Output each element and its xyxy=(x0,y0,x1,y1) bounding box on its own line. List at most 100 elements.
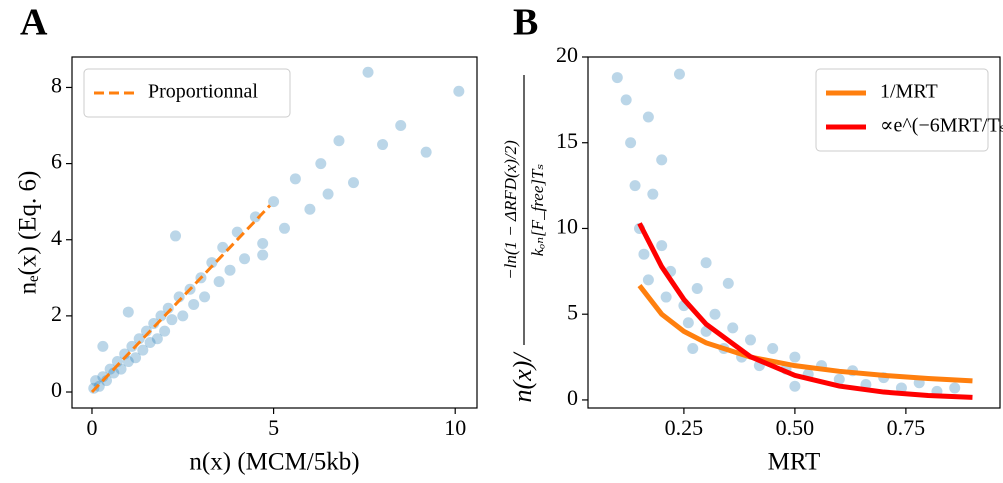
scatter-point xyxy=(278,222,290,234)
x-tick-label: 10 xyxy=(444,415,466,440)
scatter-point xyxy=(687,342,699,354)
scatter-point xyxy=(188,298,200,310)
line-series xyxy=(90,204,272,394)
y-tick-label: 6 xyxy=(51,149,62,174)
scatter-point xyxy=(315,158,327,170)
scatter-point xyxy=(362,66,374,78)
line-series xyxy=(637,222,973,400)
scatter-point xyxy=(722,277,734,289)
y-tick-label: 0 xyxy=(567,385,578,410)
scatter-point xyxy=(133,333,145,345)
scatter-point xyxy=(224,264,236,276)
scatter-point xyxy=(217,241,229,253)
scatter-point xyxy=(682,317,694,329)
scatter-point xyxy=(249,211,261,223)
scatter-point xyxy=(629,180,641,192)
scatter-point xyxy=(159,325,171,337)
x-axis-label: MRT xyxy=(768,449,821,476)
scatter-point xyxy=(289,173,301,185)
scatter-point xyxy=(90,375,102,387)
scatter-point xyxy=(333,135,345,147)
scatter-point xyxy=(97,340,109,352)
y-tick-label: 15 xyxy=(556,128,578,153)
legend-box xyxy=(83,68,291,118)
scatter-point xyxy=(789,351,801,363)
scatter-point xyxy=(104,363,116,375)
x-tick-label: 0.50 xyxy=(776,415,815,440)
scatter-point xyxy=(268,196,280,208)
y-tick-label: 0 xyxy=(51,377,62,402)
scatter-point xyxy=(155,310,167,322)
y-tick-label: 10 xyxy=(556,214,578,239)
scatter-point xyxy=(895,382,907,394)
scatter-point xyxy=(420,146,432,158)
scatter-point xyxy=(611,72,623,84)
scatter-point xyxy=(620,94,632,106)
scatter-point xyxy=(130,352,142,364)
scatter-point xyxy=(151,333,163,345)
y-axis-label-group: n(x)/ −ln(1 − ΔRFD(x)/2) kₒₙ[F_free]Tₛ xyxy=(501,75,547,403)
scatter-point xyxy=(177,310,189,322)
scatter-point xyxy=(638,248,650,260)
scatter-point xyxy=(833,373,845,385)
scatter-point xyxy=(377,139,389,151)
scatter-point xyxy=(660,291,672,303)
scatter-point xyxy=(144,337,156,349)
scatter-point xyxy=(199,291,211,303)
scatter-point xyxy=(691,282,703,294)
scatter-point xyxy=(122,306,134,318)
scatter-point xyxy=(673,68,685,80)
legend-label: 1/MRT xyxy=(880,81,938,103)
plot-frame xyxy=(587,56,1001,409)
line-series xyxy=(637,284,973,384)
scatter-point xyxy=(789,380,801,392)
scatter-point xyxy=(137,344,149,356)
y-tick-label: 8 xyxy=(51,73,62,98)
scatter-point xyxy=(257,249,269,261)
scatter-point xyxy=(108,367,120,379)
scatter-point xyxy=(656,154,668,166)
y-axis-label-numerator: −ln(1 − ΔRFD(x)/2) xyxy=(501,140,520,280)
scatter-point xyxy=(213,276,225,288)
plot-frame xyxy=(71,56,478,409)
y-axis-label-denominator: kₒₙ[F_free]Tₛ xyxy=(528,164,547,257)
scatter-point xyxy=(642,274,654,286)
x-tick-label: 0.75 xyxy=(887,415,926,440)
scatter-point xyxy=(647,188,659,200)
scatter-point xyxy=(727,322,739,334)
scatter-point xyxy=(625,137,637,149)
scatter-point xyxy=(767,342,779,354)
scatter-point xyxy=(170,230,182,242)
scatter-point xyxy=(744,334,756,346)
panel-label: A xyxy=(20,2,48,44)
scatter-point xyxy=(949,382,961,394)
scatter-point xyxy=(348,177,360,189)
panel: A 0 5 10 0 2 4 6 8 n(x) (MCM/5kb) nₑ(x) (Eq. 6) Pro… xyxy=(15,2,478,476)
scatter-point xyxy=(700,257,712,269)
y-axis-label: nₑ(x) (Eq. 6) xyxy=(15,171,42,295)
scatter-point xyxy=(709,308,721,320)
panel-label: B xyxy=(513,2,538,44)
scatter-point xyxy=(642,111,654,123)
scatter-point xyxy=(395,120,407,132)
x-tick-label: 0 xyxy=(86,415,97,440)
scatter-point xyxy=(453,85,465,97)
legend-label: Proportionnal xyxy=(148,81,258,103)
legend-label: ∝e^(−6MRT/Tₛ) xyxy=(880,115,1003,137)
scatter-point xyxy=(656,240,668,252)
scatter-point xyxy=(257,238,269,250)
y-axis-label: n(x)/ xyxy=(508,351,537,403)
scatter-point xyxy=(322,188,334,200)
legend-box xyxy=(815,68,989,152)
scatter-point xyxy=(239,253,251,265)
x-tick-label: 0.25 xyxy=(665,415,704,440)
scatter-point xyxy=(206,257,218,269)
scatter-point xyxy=(166,314,178,326)
panel: B 0.25 0.50 0.75 0 5 10 15 20 MRT n(x)/ −ln(1 − ΔRF… xyxy=(501,2,1003,476)
scatter-point xyxy=(304,203,316,215)
y-tick-label: 4 xyxy=(51,225,62,250)
y-tick-label: 20 xyxy=(556,42,578,67)
x-tick-label: 5 xyxy=(268,415,279,440)
x-axis-label: n(x) (MCM/5kb) xyxy=(189,449,359,476)
